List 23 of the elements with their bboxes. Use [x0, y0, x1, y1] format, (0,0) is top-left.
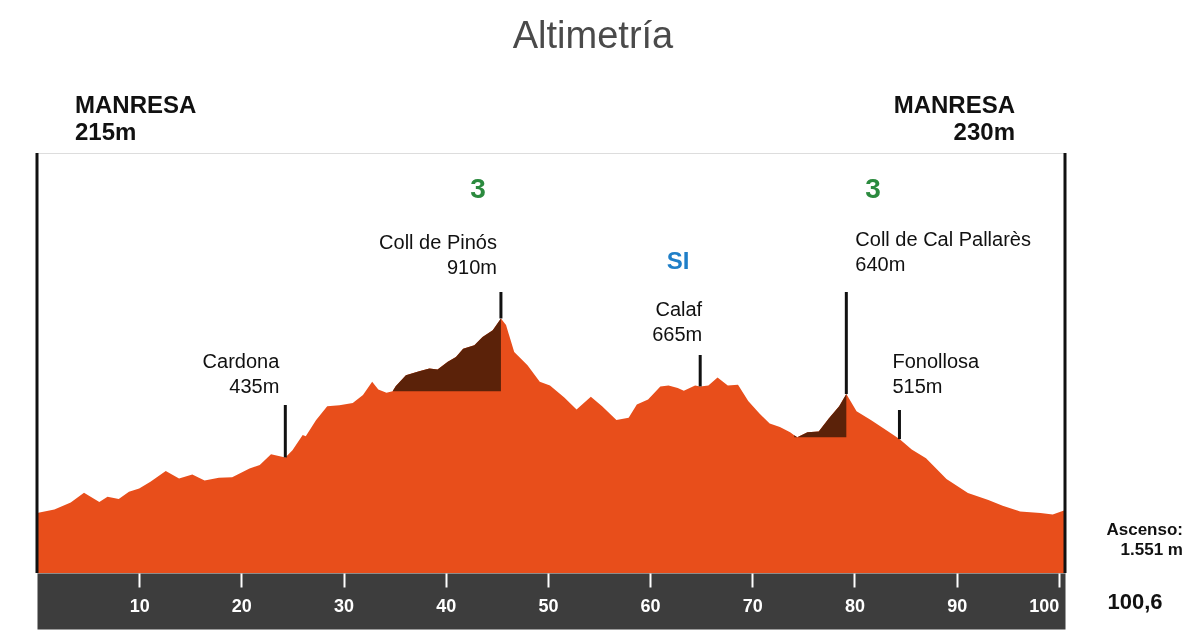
x-tick-label: 80 [844, 595, 866, 616]
x-tick-label: 100 [1029, 595, 1060, 616]
text: Ascenso: 1.551 m [1106, 520, 1183, 559]
annotation: Cardona 435m [202, 350, 281, 398]
annotation: Fonollosa 515m [892, 350, 981, 398]
x-tick-label: 90 [947, 595, 968, 616]
text: SI [666, 247, 690, 274]
x-tick-label: 70 [742, 595, 763, 616]
x-tick-label: 50 [538, 595, 559, 616]
x-tick-label: 20 [231, 595, 252, 616]
chart-title: Altimetría [512, 14, 675, 56]
x-tick-label: 30 [334, 595, 355, 616]
x-tick-label: 10 [129, 595, 150, 616]
text: 3 [865, 173, 881, 204]
x-tick-label: 40 [436, 595, 457, 616]
annotation: Coll de Cal Pallarès 640m [855, 228, 1031, 276]
annotation: Coll de Pinós 910m [379, 231, 497, 279]
text: 3 [470, 173, 486, 204]
annotation: Calaf 665m [652, 298, 703, 346]
text: 100,6 [1107, 589, 1163, 614]
x-tick-label: 60 [640, 595, 661, 616]
ref-line-label: MANRESA 230m [893, 91, 1015, 145]
ref-line-label: MANRESA 215m [75, 91, 197, 145]
